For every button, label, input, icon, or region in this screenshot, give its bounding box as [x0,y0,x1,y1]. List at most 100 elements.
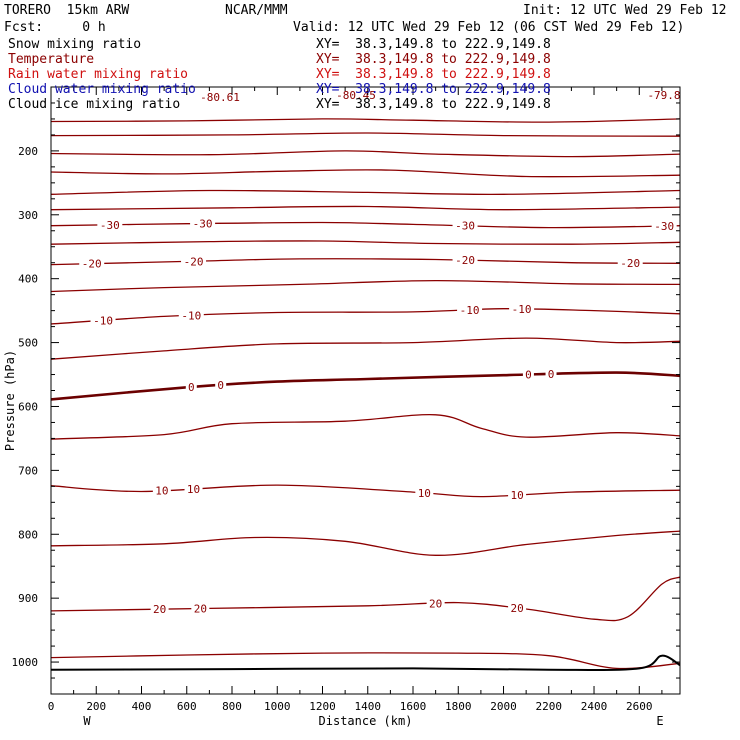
contour-label-bg [97,218,123,231]
contour-label-bg [150,603,169,616]
contour-line [50,169,681,178]
contour-label-bg [190,217,216,230]
contour-label: 10 [510,489,523,502]
contour-line [50,279,681,293]
y-axis-label: Pressure (hPa) [3,350,17,451]
contour-label-bg [191,602,210,615]
contour-line [50,150,681,158]
contour-line [50,576,681,622]
west-label: W [83,714,91,728]
x-tick-label: 1600 [400,700,427,713]
contour-line [50,258,681,266]
contour-label-bg [509,303,535,316]
contour-label: -30 [455,220,475,233]
contour-label-bg [185,381,197,394]
y-tick-label: 500 [18,337,38,350]
contour-label: 0 [188,381,195,394]
x-tick-label: 1800 [445,700,472,713]
contour-label: -20 [620,257,640,270]
field-xy-snow: XY= 38.3,149.8 to 222.9,149.8 [316,37,551,52]
field-name-rain: Rain water mixing ratio [8,67,189,82]
east-label: E [656,714,663,728]
contour-line [50,530,681,556]
init-time: Init: 12 UTC Wed 29 Feb 12 [523,3,727,18]
contour-label-bg [215,379,227,392]
contour-label-bg [90,314,116,327]
x-tick-label: 0 [48,700,55,713]
top-temperature-label: -80.45 [336,89,376,102]
field-xy-rain: XY= 38.3,149.8 to 222.9,149.8 [316,67,551,82]
contour-label-bg [457,303,483,316]
valid-time: Valid: 12 UTC Wed 29 Feb 12 (06 CST Wed … [293,20,685,35]
y-tick-label: 600 [18,400,38,413]
x-axis-label: Distance (km) [319,714,413,728]
x-tick-label: 2000 [490,700,517,713]
contour-label: 0 [217,379,224,392]
contour-line [50,337,681,360]
top-temperature-label: -80.61 [200,91,240,104]
contour-label: -10 [512,303,532,316]
contour-label: 20 [510,602,523,615]
contour-label-bg [452,254,478,267]
contour-label: -30 [100,219,120,232]
x-tick-label: 400 [132,700,152,713]
y-tick-label: 700 [18,464,38,477]
field-name-cloud-water: Cloud water mixing ratio [8,82,196,97]
field-xy-cloud-water: XY= 38.3,149.8 to 222.9,149.8 [316,82,551,97]
contour-label: -30 [193,218,213,231]
x-tick-label: 600 [177,700,197,713]
x-tick-label: 1000 [264,700,291,713]
contour-line [50,413,681,440]
contour-line [50,240,681,245]
contour-line [50,308,681,325]
contour-label: 0 [548,368,555,381]
contour-label-bg [617,257,643,270]
contour-label: 10 [187,483,200,496]
y-tick-label: 300 [18,209,38,222]
contour-label: -30 [654,220,674,233]
contour-label: 10 [155,484,168,497]
contour-line [50,205,681,211]
contour-label-bg [181,255,207,268]
contour-label-bg [184,483,203,496]
contour-line [50,652,681,670]
contour-label-bg [452,219,478,232]
contour-label: 10 [418,487,431,500]
contour-label: 0 [525,369,532,382]
contour-label-bg [152,484,171,497]
contour-label: -20 [184,255,204,268]
contour-label: -10 [181,309,201,322]
x-tick-label: 2200 [536,700,563,713]
x-tick-label: 1400 [355,700,382,713]
contour-label: -10 [460,304,480,317]
y-tick-label: 1000 [12,656,39,669]
contour-label-bg [426,597,445,610]
field-name-cloud-ice: Cloud ice mixing ratio [8,97,181,112]
y-tick-label: 900 [18,592,38,605]
contour-label: 20 [194,603,207,616]
contour-line [50,118,681,123]
contour-line [50,221,681,229]
contour-label-bg [415,486,434,499]
model-title: TORERO 15km ARW [4,3,130,18]
y-tick-label: 800 [18,528,38,541]
field-name-temperature: Temperature [8,52,95,67]
terrain-line [50,654,681,671]
forecast-hour: Fcst: 0 h [4,20,106,35]
contour-label: -20 [455,254,475,267]
x-tick-label: 800 [222,700,242,713]
x-tick-label: 2400 [581,700,608,713]
y-tick-label: 400 [18,273,38,286]
contour-label: -20 [82,258,102,271]
top-temperature-label: -79.8 [647,89,680,102]
contour-label-bg [508,602,527,615]
x-tick-label: 1200 [309,700,336,713]
field-name-snow: Snow mixing ratio [8,37,142,52]
contour-label-bg [522,368,534,381]
y-tick-label: 200 [18,145,38,158]
contour-label-bg [178,309,204,322]
contour-label-bg [651,219,677,232]
x-tick-label: 2600 [626,700,653,713]
contour-label-bg [545,368,557,381]
contour-line [50,484,681,498]
